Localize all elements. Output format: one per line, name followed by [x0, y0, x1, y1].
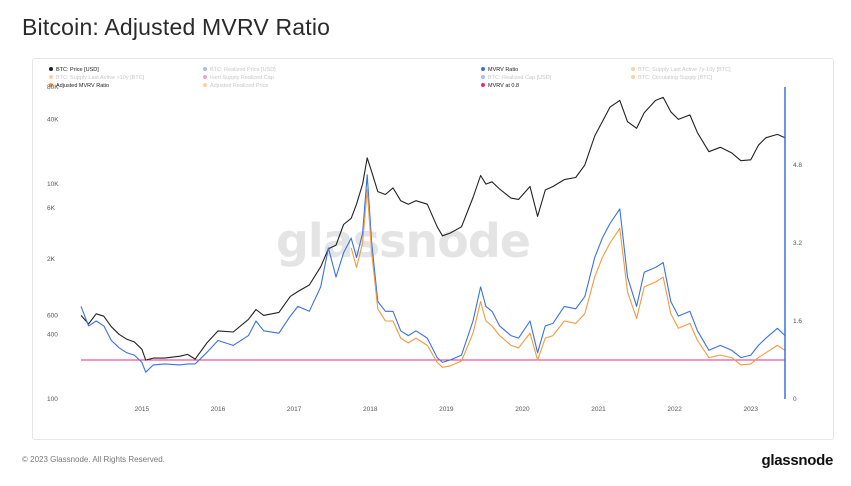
- brand-logo: glassnode: [761, 452, 834, 469]
- x-tick-label: 2023: [744, 406, 759, 413]
- legend-item-btc-supply-last-active-10y-btc: BTC: Supply Last Active >10y [BTC]: [56, 75, 145, 81]
- y-right-tick-label: 4.8: [793, 162, 802, 169]
- legend-item-btc-circulating-supply-btc: BTC: Circulating Supply [BTC]: [638, 75, 712, 81]
- legend-marker-btc-price-usd: [49, 67, 53, 71]
- legend-marker-btc-supply-last-active-10y-btc: [49, 75, 53, 79]
- legend-item-btc-price-usd: BTC: Price [USD]: [56, 67, 99, 73]
- legend-marker-btc-circulating-supply-btc: [631, 75, 635, 79]
- series-line-btc-price-usd: [80, 96, 786, 361]
- y-left-tick-label: 400: [47, 331, 58, 338]
- y-left-tick-label: 2K: [47, 256, 56, 263]
- x-tick-label: 2020: [515, 406, 530, 413]
- legend-marker-btc-realized-price-usd: [203, 67, 207, 71]
- x-tick-label: 2016: [211, 406, 226, 413]
- legend-item-btc-realized-cap-usd: BTC: Realized Cap [USD]: [488, 75, 552, 81]
- y-right-tick-label: 3.2: [793, 240, 802, 247]
- x-tick-label: 2015: [135, 406, 150, 413]
- legend-marker-mvrv-at-0-8: [481, 83, 485, 87]
- legend-marker-mvrv-ratio: [481, 67, 485, 71]
- legend-marker-inert-supply-realized-cap: [203, 75, 207, 79]
- series-line-adjusted-mvrv-ratio: [350, 188, 786, 368]
- legend-item-mvrv-at-0-8: MVRV at 0.8: [488, 83, 519, 89]
- legend-item-inert-supply-realized-cap: Inert Supply Realized Cap: [210, 75, 274, 81]
- page-title: Bitcoin: Adjusted MVRV Ratio: [22, 14, 331, 40]
- legend-item-adjusted-mvrv-ratio: Adjusted MVRV Ratio: [56, 83, 109, 89]
- x-tick-label: 2017: [287, 406, 302, 413]
- legend-item-btc-realized-price-usd: BTC: Realized Price [USD]: [210, 67, 276, 73]
- series-line-mvrv-ratio: [80, 174, 786, 373]
- legend-item-btc-supply-last-active-7y-10y-btc: BTC: Supply Last Active 7y-10y [BTC]: [638, 67, 731, 73]
- y-left-tick-label: 600: [47, 312, 58, 319]
- y-left-tick-label: 80K: [47, 84, 59, 91]
- legend-item-adjusted-realized-price: Adjusted Realized Price: [210, 83, 268, 89]
- chart-legend: BTC: Price [USD] BTC: Realized Price [USD…: [49, 67, 731, 89]
- legend-marker-adjusted-mvrv-ratio: [49, 83, 53, 87]
- legend-item-mvrv-ratio: MVRV Ratio: [488, 67, 518, 73]
- y-right-tick-label: 0: [793, 396, 797, 403]
- x-tick-label: 2018: [363, 406, 378, 413]
- legend-marker-adjusted-realized-price: [203, 83, 207, 87]
- legend-marker-btc-realized-cap-usd: [481, 75, 485, 79]
- y-left-tick-label: 10K: [47, 181, 59, 188]
- chart-panel: glassnode BTC: Price [USD] BTC: Realized …: [32, 58, 834, 440]
- plot-area: [80, 96, 786, 373]
- y-left-tick-label: 100: [47, 396, 58, 403]
- x-tick-label: 2021: [591, 406, 606, 413]
- x-tick-label: 2019: [439, 406, 454, 413]
- copyright-notice: © 2023 Glassnode. All Rights Reserved.: [22, 455, 165, 464]
- watermark: glassnode: [276, 214, 530, 268]
- y-left-tick-label: 40K: [47, 116, 59, 123]
- chart-svg: glassnode BTC: Price [USD] BTC: Realized …: [47, 67, 802, 413]
- x-tick-label: 2022: [667, 406, 682, 413]
- y-right-tick-label: 1.6: [793, 318, 802, 325]
- chart-axes: 2015 2016 2017 2018 2019 2020 2021 2022 2023 100 4…: [47, 84, 802, 413]
- y-left-tick-label: 6K: [47, 205, 56, 212]
- legend-marker-btc-supply-last-active-7y-10y-btc: [631, 67, 635, 71]
